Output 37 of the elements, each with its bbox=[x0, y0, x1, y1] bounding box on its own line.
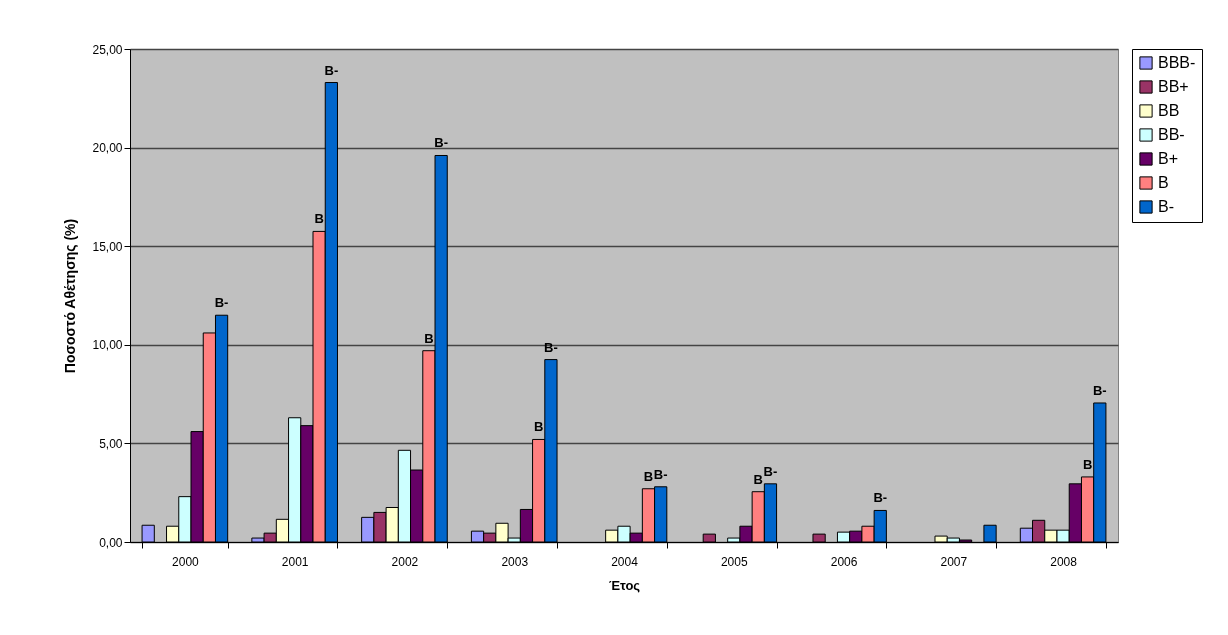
data-label: B bbox=[1082, 456, 1093, 472]
x-tick-label: 2003 bbox=[501, 554, 529, 569]
y-tick-label: 10,00 bbox=[92, 338, 123, 353]
y-tick-label: 20,00 bbox=[92, 141, 123, 156]
data-label: B- bbox=[653, 466, 668, 482]
x-tick-label: 2004 bbox=[611, 554, 639, 569]
legend-label: B bbox=[1158, 174, 1169, 191]
data-label: B bbox=[424, 330, 434, 346]
x-tick-label: 2005 bbox=[720, 554, 748, 569]
data-label: B bbox=[533, 419, 544, 435]
data-label: B bbox=[314, 211, 324, 227]
x-axis-title: Έτος bbox=[608, 577, 641, 593]
x-tick-label: 2008 bbox=[1050, 554, 1078, 569]
data-label: B bbox=[753, 471, 763, 487]
x-tick-label: 2001 bbox=[281, 554, 309, 569]
x-tick-label: 2000 bbox=[172, 554, 200, 569]
data-label: B- bbox=[763, 463, 778, 479]
legend-label: B- bbox=[1158, 198, 1174, 215]
data-label: B- bbox=[214, 295, 229, 311]
y-tick-label: 0,00 bbox=[99, 535, 123, 550]
data-label: B bbox=[643, 468, 654, 484]
legend-label: BB- bbox=[1158, 126, 1185, 143]
legend-label: BB bbox=[1158, 102, 1180, 119]
y-tick-label: 15,00 bbox=[92, 239, 123, 254]
legend-label: B+ bbox=[1158, 150, 1179, 167]
data-label: B- bbox=[434, 135, 448, 151]
x-tick-label: 2002 bbox=[391, 554, 419, 569]
legend-label: BB+ bbox=[1158, 78, 1189, 95]
y-axis-title: Ποσοστό Αθέτησης (%) bbox=[62, 218, 79, 374]
data-label: B- bbox=[873, 490, 888, 506]
legend-label: BBB- bbox=[1158, 54, 1196, 71]
x-tick-label: 2007 bbox=[940, 554, 968, 569]
data-label: B- bbox=[324, 62, 339, 78]
data-label: B- bbox=[1092, 382, 1107, 398]
x-tick-label: 2006 bbox=[830, 554, 858, 569]
y-tick-label: 5,00 bbox=[99, 436, 123, 451]
y-tick-label: 25,00 bbox=[92, 42, 123, 57]
